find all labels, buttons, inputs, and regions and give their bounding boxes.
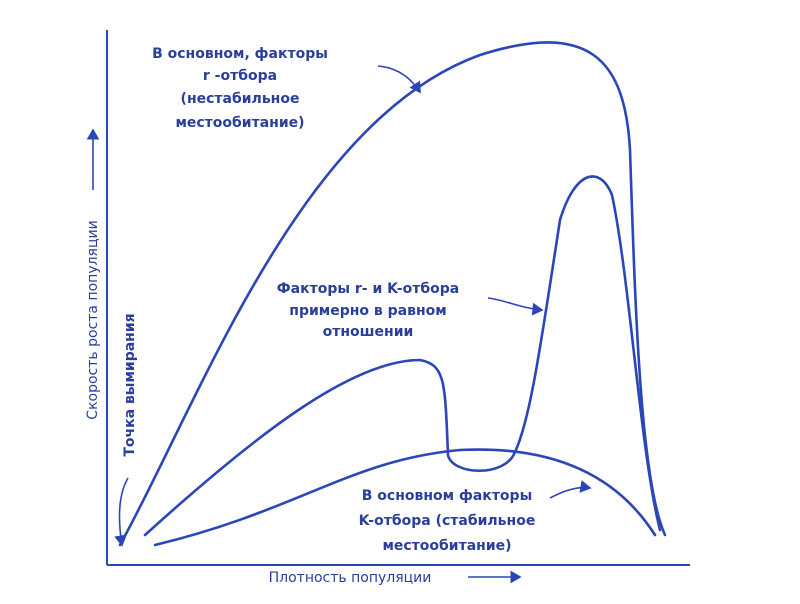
pointer-arrow <box>487 297 544 316</box>
extinction-label: Точка вымирания <box>122 313 138 456</box>
pointer-arrow <box>114 477 129 547</box>
k-selection-curve <box>153 448 657 547</box>
annotation-line: В основном, факторы <box>152 46 328 62</box>
pointer-arrow <box>549 480 592 499</box>
annotation-line: местообитание) <box>175 115 304 131</box>
mixed-selection-curve <box>143 175 662 537</box>
y-axis-label: Скорость роста популяции <box>85 220 101 419</box>
annotation-line: В основном факторы <box>362 488 532 504</box>
pointer-arrow <box>377 65 421 94</box>
r-selection-curve <box>118 41 667 547</box>
x-axis-label: Плотность популяции <box>269 570 432 586</box>
annotation-line: r -отбора <box>203 68 277 84</box>
annotation-line: (нестабильное <box>181 91 300 107</box>
annotation-line: K-отбора (стабильное <box>359 513 536 529</box>
annotation-line: Факторы r- и K-отбора <box>277 281 459 297</box>
annotation-line: примерно в равном <box>289 303 446 319</box>
annotation-line: местообитание) <box>382 538 511 554</box>
annotation-line: отношении <box>323 324 414 340</box>
